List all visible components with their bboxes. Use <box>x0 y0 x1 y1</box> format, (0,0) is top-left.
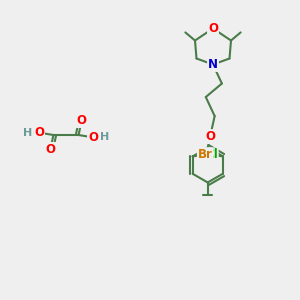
Text: O: O <box>88 131 98 144</box>
Text: Br: Br <box>198 148 213 161</box>
Text: H: H <box>100 132 109 142</box>
Text: O: O <box>76 114 87 127</box>
Text: H: H <box>23 128 32 138</box>
Text: N: N <box>208 58 218 71</box>
Text: Cl: Cl <box>205 148 218 161</box>
Text: O: O <box>34 126 44 139</box>
Text: O: O <box>205 130 215 143</box>
Text: O: O <box>45 143 56 156</box>
Text: O: O <box>208 22 218 35</box>
